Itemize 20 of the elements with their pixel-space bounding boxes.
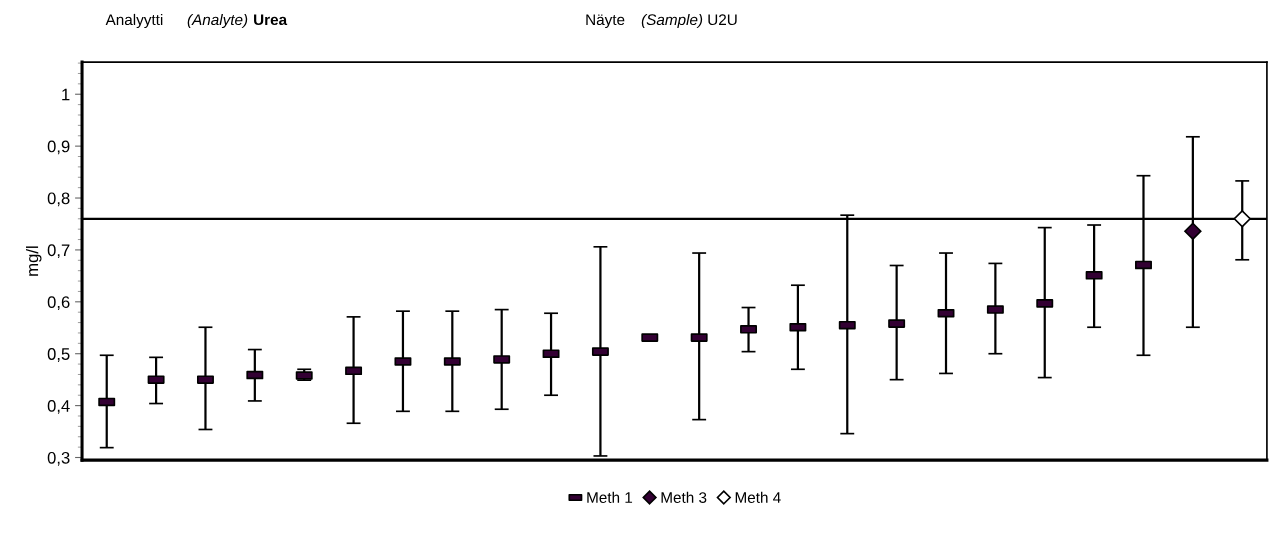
y-tick-label: 0,9: [47, 140, 70, 155]
y-tick-label: 0,5: [47, 348, 70, 362]
y-tick-label: 0,8: [47, 192, 70, 207]
text: (Sample): [641, 13, 703, 29]
text: Analyytti: [105, 13, 163, 29]
y-tick-label: 0,3: [47, 451, 70, 466]
y-axis-title: mg/l: [25, 246, 42, 276]
legend-label: Meth 1: [587, 491, 633, 503]
text: Urea: [254, 14, 288, 26]
legend-label: Meth 4: [735, 491, 781, 503]
legend-label: Meth 3: [661, 491, 707, 503]
y-tick-label: 0,4: [47, 400, 70, 414]
text: (Analyte): [187, 13, 248, 29]
text: Näyte: [586, 14, 625, 29]
y-tick-label: 0,7: [47, 244, 70, 259]
y-tick-label: 0,6: [47, 296, 70, 310]
y-tick-label: 1: [62, 88, 70, 101]
text: U2U: [708, 14, 737, 26]
point: [1184, 222, 1202, 240]
point: [1233, 210, 1251, 228]
